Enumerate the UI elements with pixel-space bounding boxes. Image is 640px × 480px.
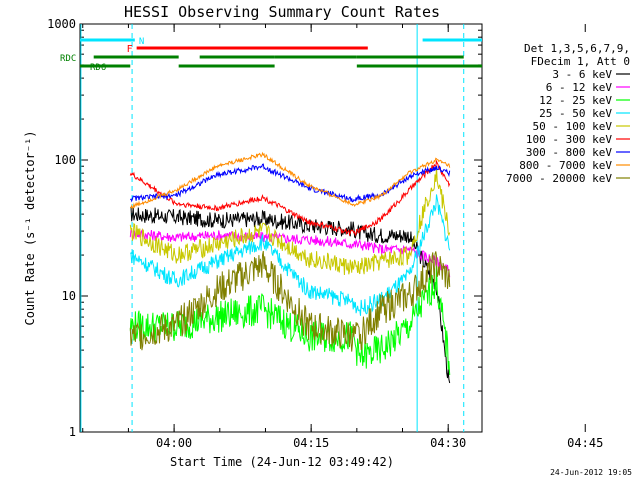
y-tick-label: 10 [62,289,76,303]
plot-area: 110100100004:0004:1504:3004:4505:0005:15… [47,17,603,450]
x-axis-label: Start Time (24-Jun-12 03:49:42) [170,455,394,469]
timestamp: 24-Jun-2012 19:05 [550,468,632,477]
x-tick-label: 04:15 [293,436,329,450]
series-line-7 [129,151,451,210]
series-line-3 [129,194,451,316]
legend-entry-label: 50 - 100 keV [533,120,613,133]
legend-entry-label: 6 - 12 keV [546,81,613,94]
legend-entry-label: 25 - 50 keV [539,107,612,120]
series-line-6 [129,163,451,203]
plot-frame [79,23,483,433]
series-line-0 [130,206,451,384]
chart-title: HESSI Observing Summary Count Rates [124,3,440,21]
series-line-4 [129,166,451,276]
legend-entry-label: 7000 - 20000 keV [506,172,612,185]
y-axis-label: Count Rate (s⁻¹ detector⁻¹) [23,130,37,325]
legend-header-line-2: FDecim 1, Att 0 [531,55,630,68]
y-tick-label: 100 [54,153,76,167]
legend-entry-label: 300 - 800 keV [526,146,612,159]
flag-label-night: N [139,37,144,47]
legend-entry-label: 100 - 300 keV [526,133,612,146]
flag-label-rdc: RDC [60,54,76,64]
x-tick-label: 04:45 [567,436,603,450]
flag-label-flare: F [127,44,133,55]
legend-entry-label: 800 - 7000 keV [519,159,612,172]
legend-entry-label: 3 - 6 keV [552,68,612,81]
legend: Det 1,3,5,6,7,9, FDecim 1, Att 0 3 - 6 k… [506,42,630,185]
y-tick-label: 1 [69,425,76,439]
series-line-1 [129,228,451,278]
legend-header-line-1: Det 1,3,5,6,7,9, [524,42,630,55]
x-tick-label: 04:30 [430,436,466,450]
series-line-8 [129,250,451,352]
legend-entry-label: 12 - 25 keV [539,94,612,107]
series-line-5 [129,159,451,237]
flag-label-rd6: RD6 [90,63,106,73]
y-tick-label: 1000 [47,17,76,31]
x-tick-label: 04:00 [156,436,192,450]
